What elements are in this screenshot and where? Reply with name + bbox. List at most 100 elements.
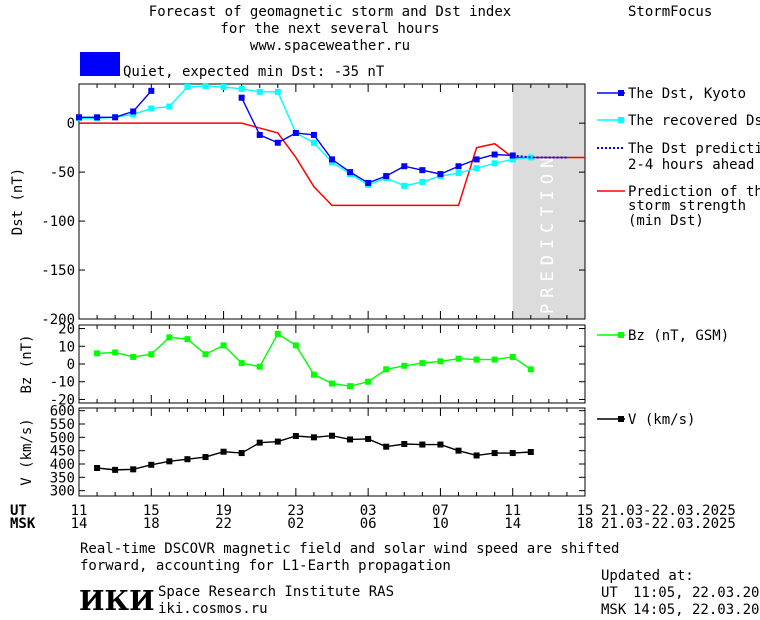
updated-label: Updated at: — [601, 568, 694, 584]
recovered-dst-point — [238, 85, 245, 92]
bz-point — [491, 356, 498, 363]
y-tick-label: 600 — [50, 404, 75, 420]
y-tick-label: 400 — [50, 457, 75, 473]
kyoto-dst-point — [94, 114, 101, 121]
bz-point — [292, 342, 299, 349]
kyoto-dst-point — [274, 139, 281, 146]
recovered-dst-point — [491, 160, 498, 167]
institute-url[interactable]: iki.cosmos.ru — [158, 601, 268, 617]
y-tick-label: -150 — [41, 263, 75, 279]
recovered-legend-marker — [618, 117, 624, 123]
speed-point — [383, 443, 390, 450]
kyoto-dst-point — [112, 114, 119, 121]
status-text: Quiet, expected min Dst: -35 nT — [123, 64, 385, 80]
kyoto-dst-point — [347, 169, 354, 176]
speed-point — [401, 441, 408, 447]
bz-point — [256, 363, 263, 370]
bz-point — [347, 383, 354, 390]
msk-axis-label: MSK — [10, 516, 36, 532]
brand-name: StormFocus — [628, 4, 713, 20]
speed-point — [347, 436, 354, 443]
kyoto-dst-line — [79, 90, 152, 118]
strength-legend-label-3: (min Dst) — [628, 213, 704, 229]
recovered-dst-line — [79, 85, 531, 187]
msk-tick-label: 06 — [359, 516, 377, 532]
bz-point — [202, 351, 209, 358]
y-axis-label: Dst (nT) — [10, 168, 26, 235]
bz-legend-marker — [618, 332, 624, 338]
bz-point — [274, 330, 281, 337]
recovered-dst-point — [166, 103, 173, 110]
speed-point — [274, 438, 281, 445]
kyoto-legend-marker — [618, 90, 624, 96]
footer-note-line1: Real-time DSCOVR magnetic field and sola… — [80, 541, 620, 557]
msk-date-range: 21.03-22.03.2025 — [601, 516, 736, 532]
msk-tick-label: 02 — [287, 516, 305, 532]
speed-point — [473, 452, 480, 459]
institute-name: Space Research Institute RAS — [158, 584, 395, 600]
recovered-dst-point — [202, 82, 209, 89]
y-axis-label: Bz (nT) — [19, 334, 35, 393]
kyoto-dst-point — [473, 156, 480, 163]
y-tick-label: -10 — [50, 375, 75, 391]
bz-point — [94, 350, 101, 357]
speed-legend-label: V (km/s) — [628, 412, 695, 428]
recovered-dst-point — [455, 170, 462, 177]
dst-prediction-line — [512, 154, 567, 159]
prediction-label: PREDICTION — [538, 152, 558, 314]
kyoto-dst-point — [310, 131, 317, 138]
recovered-legend-label: The recovered Dst — [628, 113, 760, 129]
bz-point — [166, 334, 173, 341]
speed-point — [455, 447, 462, 454]
ut-tick-label: 15 — [576, 503, 594, 519]
panel-frame — [78, 407, 586, 497]
bz-line — [97, 332, 532, 387]
y-tick-label: -200 — [41, 312, 75, 328]
ut-tick-label: 11 — [504, 503, 522, 519]
recovered-dst-point — [509, 156, 516, 163]
msk-tick-label: 14 — [70, 516, 88, 532]
y-tick-label: 500 — [50, 430, 75, 446]
bz-point — [148, 351, 155, 358]
ut-tick-label: 03 — [359, 503, 377, 519]
speed-point — [166, 458, 173, 465]
kyoto-dst-point — [401, 163, 408, 170]
msk-tick-label: 14 — [504, 516, 522, 532]
prediction-legend-label-2: 2-4 hours ahead — [628, 157, 754, 173]
speed-point — [202, 454, 209, 461]
speed-point — [419, 441, 426, 448]
bz-point — [184, 336, 191, 343]
speed-point — [329, 432, 335, 439]
kyoto-dst-line — [241, 97, 513, 184]
recovered-dst-point — [310, 139, 317, 146]
y-tick-label: 550 — [50, 417, 75, 433]
y-tick-label: -50 — [50, 165, 75, 181]
ut-tick-label: 07 — [431, 503, 449, 519]
y-tick-label: 0 — [67, 116, 75, 132]
kyoto-dst-point — [256, 131, 263, 138]
speed-point — [220, 448, 227, 455]
ut-tick-label: 15 — [142, 503, 160, 519]
panel-frame — [78, 83, 586, 320]
bz-point — [329, 380, 335, 387]
bz-point — [401, 362, 408, 369]
bz-point — [509, 353, 516, 360]
strength-legend-label: Prediction of the — [628, 184, 760, 200]
y-tick-label: 20 — [58, 322, 75, 338]
y-tick-label: -20 — [50, 392, 75, 408]
speed-point — [509, 450, 516, 457]
website-link[interactable]: www.spaceweather.ru — [249, 38, 411, 54]
bz-point — [455, 355, 462, 362]
kyoto-dst-point — [148, 87, 155, 94]
bz-point — [527, 366, 534, 373]
panel-frame — [78, 324, 586, 404]
kyoto-legend-label: The Dst, Kyoto — [628, 86, 746, 102]
kyoto-dst-point — [437, 171, 444, 178]
kyoto-dst-point — [238, 94, 245, 101]
y-tick-label: 300 — [50, 484, 75, 500]
recovered-dst-point — [401, 182, 408, 189]
speed-point — [112, 466, 119, 473]
msk-tick-label: 18 — [142, 516, 160, 532]
kyoto-dst-point — [419, 167, 426, 174]
kyoto-dst-point — [455, 163, 462, 170]
